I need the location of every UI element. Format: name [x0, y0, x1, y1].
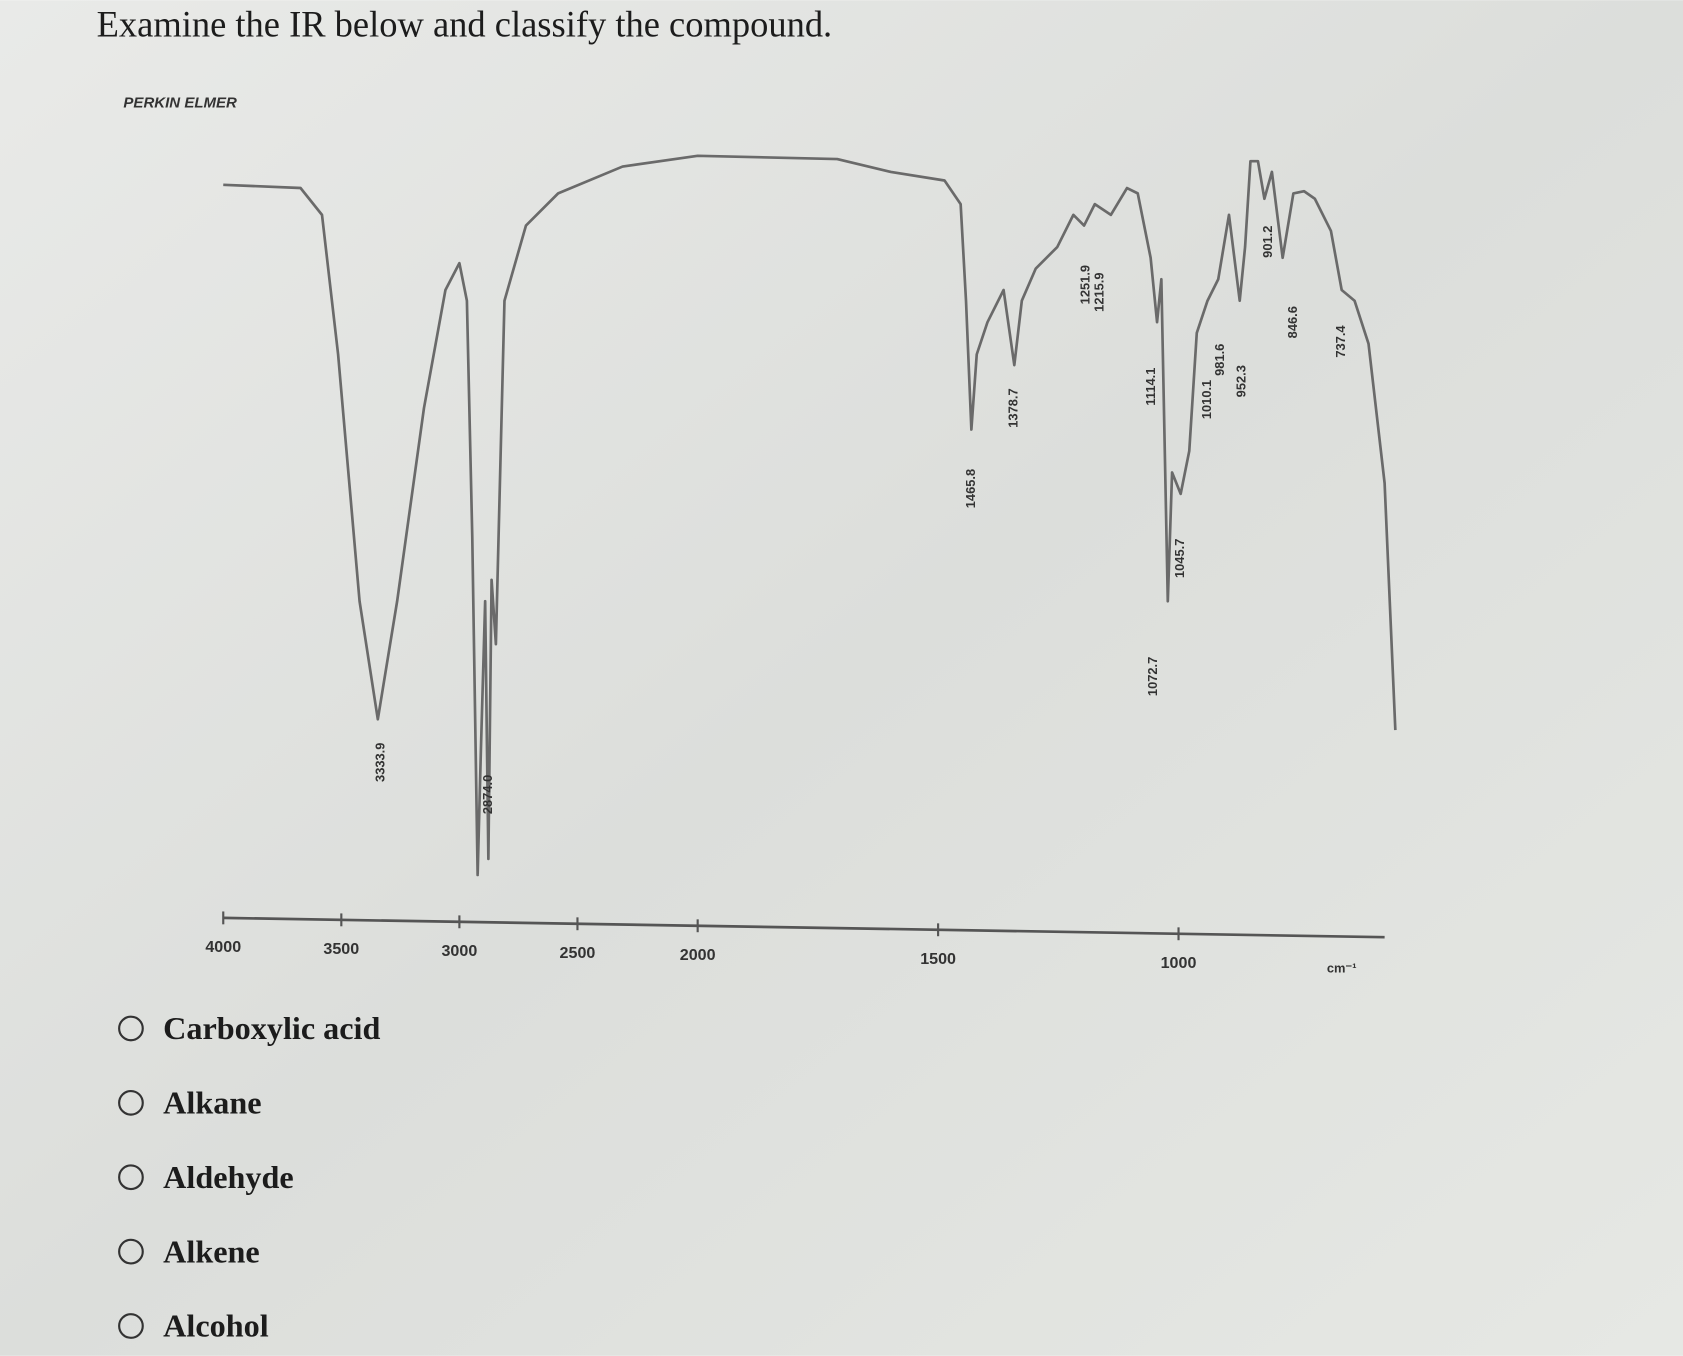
unit-label: cm⁻¹: [1327, 961, 1357, 976]
question: Examine the IR below and classify the co…: [97, 4, 833, 45]
x-tick-label: 2500: [560, 944, 596, 962]
brand: PERKIN ELMER: [123, 95, 237, 112]
peak-label: 3333.9: [372, 743, 387, 782]
x-tick-label: 1000: [1161, 954, 1197, 972]
options: Carboxylic acid Alkane Aldehyde Alkene Alcoh…: [118, 1010, 380, 1344]
option-label[interactable]: Alcohol: [163, 1308, 269, 1344]
peak-label: 1378.7: [1006, 388, 1021, 427]
option-label[interactable]: Alkane: [163, 1085, 261, 1121]
x-axis: [223, 916, 1385, 939]
x-tick-label: 1500: [920, 950, 956, 968]
option-label[interactable]: Aldehyde: [163, 1159, 294, 1195]
radio-button[interactable]: [118, 1164, 144, 1191]
peak-label: 1010.1: [1199, 380, 1214, 419]
peak-label: 2874.0: [480, 775, 495, 814]
radio-button[interactable]: [118, 1015, 144, 1042]
peak-label: 981.6: [1212, 344, 1227, 376]
peak-label: 952.3: [1233, 365, 1248, 397]
spectrum-curve: [223, 154, 1397, 877]
x-tick-label: 3500: [323, 940, 359, 958]
x-tick-label: 4000: [205, 938, 241, 956]
peak-label: 1114.1: [1143, 368, 1158, 406]
ir-spectrum: PERKIN ELMER 4000 3500 3000 2500 2000 1500 100…: [123, 95, 1397, 976]
peak-label: 846.6: [1285, 306, 1300, 338]
peak-label: 1251.9: [1078, 265, 1093, 304]
x-tick-label: 3000: [441, 942, 477, 960]
peak-label: 1045.7: [1172, 539, 1187, 578]
option-label[interactable]: Alkene: [163, 1233, 260, 1269]
peak-label: 901.2: [1260, 226, 1275, 258]
peak-label: 1215.9: [1092, 272, 1107, 311]
option-label[interactable]: Carboxylic acid: [163, 1010, 380, 1046]
radio-button[interactable]: [118, 1238, 144, 1265]
peak-label: 1072.7: [1145, 657, 1160, 696]
x-tick-label: 2000: [680, 946, 716, 964]
peak-label: 737.4: [1333, 325, 1348, 358]
radio-button[interactable]: [118, 1089, 144, 1116]
radio-button[interactable]: [118, 1313, 144, 1339]
peak-label: 1465.8: [963, 469, 978, 508]
